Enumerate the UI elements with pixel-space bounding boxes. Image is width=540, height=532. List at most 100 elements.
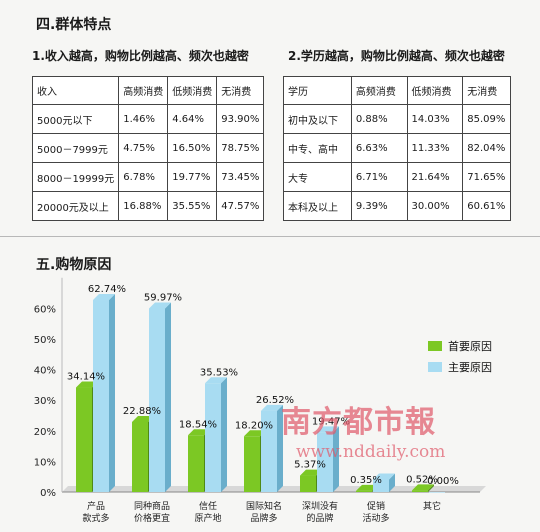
data-label: 22.88% bbox=[123, 406, 161, 417]
y-tick-label: 0% bbox=[40, 488, 56, 499]
table-cell: 9.39% bbox=[350, 191, 408, 221]
table-row: 20000元及以上 16.88% 35.55% 47.57% bbox=[31, 191, 265, 221]
bar-top bbox=[317, 426, 339, 433]
bar bbox=[356, 490, 372, 492]
table-cell: 4.64% bbox=[167, 104, 218, 134]
table-row: 大专 6.71% 21.64% 71.65% bbox=[283, 162, 511, 192]
y-tick-label: 30% bbox=[34, 396, 56, 407]
table-header-cell: 无消费 bbox=[216, 76, 265, 105]
data-label: 0.00% bbox=[427, 476, 459, 487]
table-cell: 5000－7999元 bbox=[31, 133, 120, 163]
table-cell: 大专 bbox=[283, 162, 352, 192]
bar-top bbox=[93, 294, 115, 301]
table-cell: 0.88% bbox=[350, 104, 408, 134]
table-row: 中专、高中 6.63% 11.33% 82.04% bbox=[283, 133, 511, 163]
table-cell: 4.75% bbox=[118, 133, 169, 163]
bar-top bbox=[188, 429, 210, 436]
section5-title: 五.购物原因 bbox=[36, 257, 112, 273]
data-label: 18.20% bbox=[235, 420, 273, 431]
bar-side bbox=[109, 294, 115, 492]
x-tick-label: 促销 bbox=[367, 500, 385, 512]
bar-top bbox=[205, 377, 227, 384]
legend-label: 主要原因 bbox=[448, 361, 492, 374]
bar bbox=[429, 492, 445, 493]
table-cell: 93.90% bbox=[216, 104, 265, 134]
table1-title: 1.收入越高，购物比例越高、频次也越密 bbox=[32, 49, 249, 63]
legend-label: 首要原因 bbox=[448, 339, 492, 353]
table-cell: 20000元及以上 bbox=[31, 191, 120, 221]
bar-side bbox=[277, 404, 283, 492]
data-label: 26.52% bbox=[256, 395, 294, 406]
bar-top bbox=[373, 473, 395, 480]
bar bbox=[300, 475, 316, 492]
table-header-cell: 收入 bbox=[31, 76, 120, 105]
x-tick-label: 款式多 bbox=[82, 512, 109, 524]
bar bbox=[244, 436, 260, 492]
newspaper-watermark: 南方都市報 bbox=[281, 405, 436, 440]
x-tick-label: 的品牌 bbox=[306, 512, 333, 524]
x-tick-label: 价格更宜 bbox=[134, 512, 170, 524]
data-label: 0.52% bbox=[406, 474, 438, 485]
bar bbox=[205, 383, 221, 492]
data-label: 34.14% bbox=[67, 372, 105, 383]
table-cell: 5000元以下 bbox=[31, 104, 120, 134]
data-label: 35.53% bbox=[200, 367, 238, 378]
table-header-cell: 学历 bbox=[283, 76, 352, 105]
bar-side bbox=[221, 377, 227, 492]
bar bbox=[412, 490, 428, 492]
table-row: 8000－19999元 6.78% 19.77% 73.45% bbox=[31, 162, 265, 192]
x-tick-label: 原产地 bbox=[194, 512, 221, 524]
bar-top bbox=[132, 415, 154, 422]
bar bbox=[132, 421, 148, 492]
table-cell: 21.64% bbox=[406, 162, 464, 192]
table-cell: 初中及以下 bbox=[283, 104, 352, 134]
legend-swatch bbox=[428, 362, 442, 372]
y-tick-label: 20% bbox=[34, 427, 56, 438]
table-cell: 47.57% bbox=[216, 191, 265, 221]
table2-title: 2.学历越高，购物比例越高、频次也越密 bbox=[288, 49, 505, 63]
y-tick-label: 60% bbox=[34, 304, 56, 315]
bar bbox=[188, 435, 204, 492]
bar-side bbox=[389, 473, 395, 492]
bar bbox=[317, 432, 333, 492]
bar-top bbox=[412, 484, 434, 491]
table-cell: 本科及以上 bbox=[283, 191, 352, 221]
bar bbox=[76, 387, 92, 492]
table-cell: 6.78% bbox=[118, 162, 169, 192]
section-divider bbox=[0, 236, 540, 237]
data-label: 5.37% bbox=[294, 460, 326, 471]
table-header-row: 收入 高频消费 低频消费 无消费 bbox=[31, 76, 265, 105]
bar bbox=[149, 308, 165, 492]
data-label: 18.54% bbox=[179, 419, 217, 430]
x-tick-label: 深圳没有 bbox=[302, 500, 338, 512]
x-tick-label: 产品 bbox=[87, 500, 105, 512]
x-tick-label: 信任 bbox=[199, 500, 217, 512]
bar-top bbox=[149, 302, 171, 309]
bar bbox=[373, 479, 389, 492]
bar-top bbox=[300, 469, 322, 476]
y-tick-label: 40% bbox=[34, 366, 56, 377]
data-label: 59.97% bbox=[144, 292, 182, 303]
bar bbox=[261, 410, 277, 492]
table-row: 5000－7999元 4.75% 16.50% 78.75% bbox=[31, 133, 265, 163]
table-cell: 30.00% bbox=[406, 191, 464, 221]
bar-top bbox=[244, 430, 266, 437]
table-cell: 6.71% bbox=[350, 162, 408, 192]
bar-top bbox=[76, 381, 98, 388]
legend-swatch bbox=[428, 341, 442, 351]
y-tick-label: 10% bbox=[34, 457, 56, 468]
table-cell: 78.75% bbox=[216, 133, 265, 163]
x-tick-label: 国际知名 bbox=[246, 500, 282, 512]
data-label: 19.47% bbox=[312, 416, 350, 427]
table-cell: 35.55% bbox=[167, 191, 218, 221]
bar-side bbox=[428, 484, 434, 492]
y-tick-label: 50% bbox=[34, 335, 56, 346]
income-table: 收入 高频消费 低频消费 无消费 5000元以下 1.46% 4.64% 93.90% 5000… bbox=[31, 76, 265, 221]
table-row: 本科及以上 9.39% 30.00% 60.61% bbox=[283, 191, 511, 221]
bar bbox=[93, 300, 109, 492]
x-tick-label: 品牌多 bbox=[250, 512, 277, 524]
bar-top bbox=[356, 484, 378, 491]
section4-title: 四.群体特点 bbox=[36, 17, 112, 33]
x-tick-label: 其它 bbox=[423, 500, 441, 512]
